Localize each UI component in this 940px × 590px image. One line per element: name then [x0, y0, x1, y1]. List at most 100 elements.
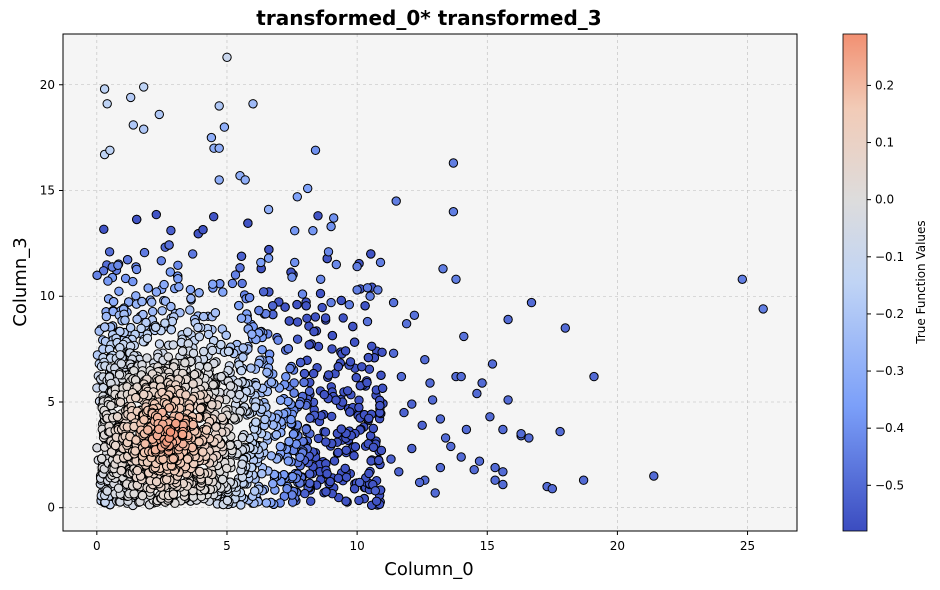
scatter-point — [352, 285, 362, 295]
scatter-point — [104, 247, 115, 257]
scatter-point — [188, 348, 199, 358]
scatter-point — [364, 413, 374, 423]
scatter-point — [216, 372, 226, 382]
scatter-point — [396, 371, 407, 382]
scatter-point — [292, 192, 302, 202]
scatter-point — [305, 478, 315, 488]
scatter-point — [354, 402, 364, 413]
scatter-point — [247, 329, 257, 339]
scatter-point — [340, 346, 351, 356]
scatter-point — [317, 302, 327, 313]
y-tick-label: 20 — [40, 78, 55, 92]
scatter-point — [290, 226, 300, 236]
scatter-point — [236, 313, 247, 323]
scatter-point — [99, 224, 109, 235]
colorbar-tick-label: 0.2 — [875, 78, 894, 92]
scatter-point — [345, 357, 356, 367]
x-tick-label: 10 — [349, 539, 364, 553]
scatter-point — [399, 407, 409, 418]
scatter-point — [132, 314, 142, 324]
scatter-point — [137, 490, 148, 501]
scatter-point — [368, 442, 379, 452]
scatter-point — [333, 362, 343, 372]
scatter-point — [524, 433, 534, 443]
scatter-point — [448, 158, 459, 168]
scatter-point — [516, 429, 526, 439]
scatter-point — [308, 368, 319, 379]
scatter-point — [236, 366, 247, 376]
scatter-point — [185, 284, 196, 295]
scatter-point — [345, 407, 355, 417]
scatter-point — [225, 381, 236, 391]
scatter-point — [355, 477, 365, 488]
scatter-point — [526, 297, 537, 308]
scatter-point — [351, 372, 361, 383]
scatter-point — [221, 330, 231, 340]
y-tick-label: 10 — [40, 289, 55, 303]
scatter-point — [101, 311, 112, 322]
scatter-point — [132, 465, 143, 476]
scatter-point — [420, 355, 430, 365]
scatter-point — [217, 412, 227, 423]
scatter-point — [177, 346, 188, 356]
scatter-point — [164, 240, 174, 250]
scatter-point — [168, 489, 179, 499]
scatter-point — [547, 484, 557, 494]
scatter-point — [394, 467, 404, 477]
scatter-point — [250, 486, 260, 496]
scatter-point — [310, 312, 321, 322]
colorbar-tick-label: −0.3 — [875, 364, 904, 378]
scatter-point — [313, 211, 323, 221]
scatter-point — [140, 439, 150, 449]
scatter-point — [283, 344, 293, 354]
scatter-point — [313, 433, 324, 444]
scatter-point — [350, 442, 361, 452]
scatter-point — [151, 209, 162, 220]
scatter-point — [261, 498, 272, 508]
scatter-point — [237, 432, 248, 443]
scatter-point — [151, 322, 161, 332]
scatter-point — [363, 352, 374, 363]
scatter-point — [98, 266, 109, 276]
scatter-point — [203, 329, 214, 340]
scatter-point — [316, 274, 326, 284]
scatter-point — [168, 454, 179, 464]
scatter-point — [368, 423, 378, 434]
scatter-point — [287, 272, 297, 282]
scatter-point — [214, 143, 224, 153]
scatter-point — [367, 341, 377, 351]
scatter-point — [159, 279, 169, 290]
scatter-point — [209, 212, 219, 222]
scatter-point — [329, 213, 339, 223]
scatter-point — [142, 353, 152, 363]
scatter-point — [295, 452, 305, 462]
scatter-point — [116, 359, 127, 369]
scatter-point — [139, 124, 149, 134]
scatter-point — [129, 489, 139, 499]
scatter-point — [340, 463, 350, 474]
scatter-point — [306, 496, 316, 506]
scatter-point — [338, 313, 348, 323]
scatter-point — [99, 84, 110, 94]
scatter-point — [103, 276, 113, 286]
scatter-point — [352, 261, 362, 272]
scatter-point — [371, 496, 382, 506]
scatter-point — [301, 424, 311, 434]
scatter-point — [289, 388, 299, 398]
scatter-point — [208, 279, 218, 289]
scatter-point — [201, 425, 212, 435]
scatter-point — [251, 417, 261, 427]
scatter-point — [377, 347, 387, 357]
scatter-point — [142, 333, 153, 343]
scatter-point — [165, 267, 176, 277]
scatter-point — [189, 369, 200, 380]
y-axis-ticks: 0 5 10 15 20 — [40, 78, 63, 515]
scatter-point — [288, 429, 299, 439]
scatter-point — [343, 386, 353, 396]
scatter-point — [102, 486, 113, 496]
scatter-point — [163, 352, 174, 362]
scatter-point — [325, 476, 335, 487]
scatter-point — [344, 300, 354, 310]
scatter-point — [375, 257, 386, 268]
scatter-point — [166, 225, 176, 236]
